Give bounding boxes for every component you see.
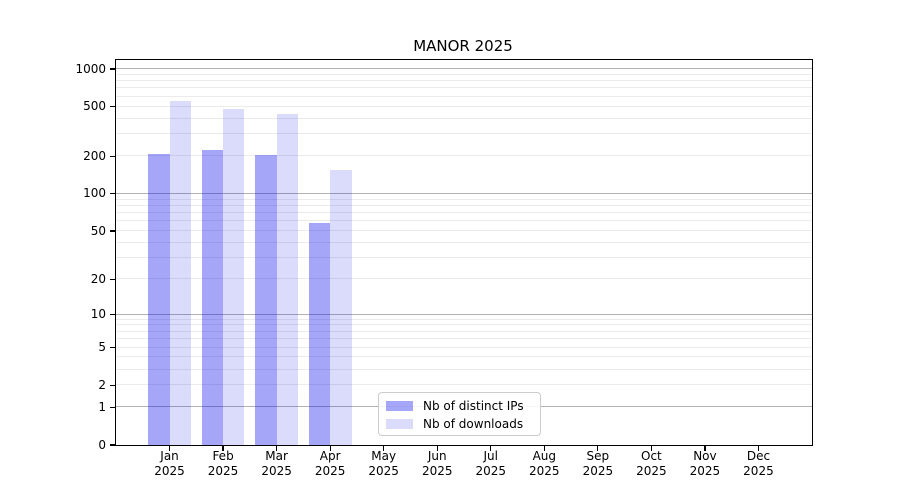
gridline-minor (116, 278, 812, 280)
bar-distinct-ips-jan (148, 153, 170, 445)
y-tick-label: 20 (90, 271, 106, 286)
x-tick-mark (490, 446, 492, 452)
gridline-major (116, 192, 812, 194)
bar-downloads-apr (330, 170, 352, 445)
x-tick-mark (222, 446, 224, 452)
legend-entry-downloads: Nb of downloads (386, 415, 532, 433)
gridline-minor (116, 198, 812, 200)
gridline-minor (116, 105, 812, 107)
y-tick-label: 1 (98, 399, 106, 414)
gridline-minor (116, 117, 812, 119)
x-tick-label: Dec 2025 (743, 449, 774, 478)
y-tick-label: 200 (83, 148, 106, 163)
gridline-minor (116, 330, 812, 332)
plot-area: 0 1 2 5 10 20 50 100 200 500 1000 Jan 2025 Feb 2025 Mar… (75, 59, 813, 478)
gridline-major (116, 313, 812, 315)
x-tick-mark (436, 446, 438, 452)
x-tick-mark (329, 446, 331, 452)
y-tick-mark (109, 278, 115, 280)
gridline-minor (116, 241, 812, 243)
x-tick-mark (597, 446, 599, 452)
x-tick-mark (650, 446, 652, 452)
y-tick-mark (109, 106, 115, 108)
y-tick-label: 500 (83, 99, 106, 114)
y-tick-mark (109, 230, 115, 232)
gridline-major (116, 68, 812, 69)
x-tick-label: Jan 2025 (154, 449, 185, 478)
y-tick-mark (109, 406, 115, 408)
bar-distinct-ips-apr (308, 223, 331, 445)
x-tick-label: Jun 2025 (421, 449, 453, 478)
gridline-minor (116, 346, 812, 348)
gridline-minor (116, 230, 812, 232)
x-tick-mark (276, 446, 278, 452)
gridline-minor (116, 338, 812, 340)
gridline-minor (116, 324, 812, 326)
gridline-minor (116, 220, 812, 222)
gridline-minor (116, 318, 812, 320)
gridline-minor (116, 95, 812, 97)
legend-label-distinct-ips: Nb of distinct IPs (423, 399, 524, 413)
y-tick-label: 5 (98, 340, 106, 354)
y-tick-label: 50 (90, 223, 106, 238)
y-tick-mark (109, 68, 115, 70)
bar-distinct-ips-mar (255, 155, 277, 445)
x-tick-mark (704, 446, 706, 452)
legend-swatch-distinct-ips (386, 401, 413, 411)
x-tick-label: Sep 2025 (582, 449, 614, 478)
legend-entry-distinct-ips: Nb of distinct IPs (386, 397, 532, 415)
y-tick-label: 0 (98, 437, 106, 452)
gridline-minor (116, 73, 812, 75)
y-tick-mark (109, 193, 115, 195)
gridline-minor (116, 133, 812, 135)
bar-downloads-jan (169, 100, 191, 445)
x-tick-label: Jul 2025 (475, 449, 507, 478)
y-tick-mark (109, 313, 115, 316)
bar-downloads-feb (223, 108, 245, 445)
gridline-minor (116, 80, 812, 82)
y-tick-mark (109, 444, 115, 446)
x-tick-label: Mar 2025 (261, 449, 292, 478)
chart-title: MANOR 2025 (413, 37, 513, 55)
gridline-minor (116, 204, 812, 206)
y-tick-label: 1000 (75, 61, 106, 76)
x-tick-mark (383, 446, 385, 452)
x-tick-label: Feb 2025 (207, 449, 239, 478)
x-tick-mark (543, 446, 545, 452)
legend-swatch-downloads (386, 419, 413, 429)
y-tick-label: 10 (90, 307, 106, 321)
gridline-minor (116, 155, 812, 157)
bar-downloads-mar (276, 113, 299, 445)
gridline-minor (116, 356, 812, 358)
x-tick-mark (757, 446, 760, 452)
x-tick-label: Nov 2025 (689, 449, 721, 478)
y-tick-mark (109, 155, 115, 157)
bar-distinct-ips-feb (201, 150, 224, 445)
y-tick-mark (109, 384, 115, 386)
legend: Nb of distinct IPs Nb of downloads (378, 392, 541, 436)
gridline-minor (116, 212, 812, 214)
gridline-minor (116, 384, 812, 386)
x-tick-label: May 2025 (368, 449, 399, 478)
y-tick-mark (109, 346, 115, 349)
y-tick-label: 2 (98, 377, 106, 392)
gridline-minor (116, 87, 812, 89)
legend-label-downloads: Nb of downloads (423, 417, 524, 431)
x-tick-label: Aug 2025 (529, 449, 560, 478)
x-tick-mark (168, 446, 171, 452)
gridline-minor (116, 257, 812, 259)
x-tick-label: Oct 2025 (636, 449, 667, 478)
x-tick-label: Apr 2025 (314, 449, 346, 478)
gridline-minor (116, 368, 812, 370)
y-tick-label: 100 (83, 186, 106, 201)
